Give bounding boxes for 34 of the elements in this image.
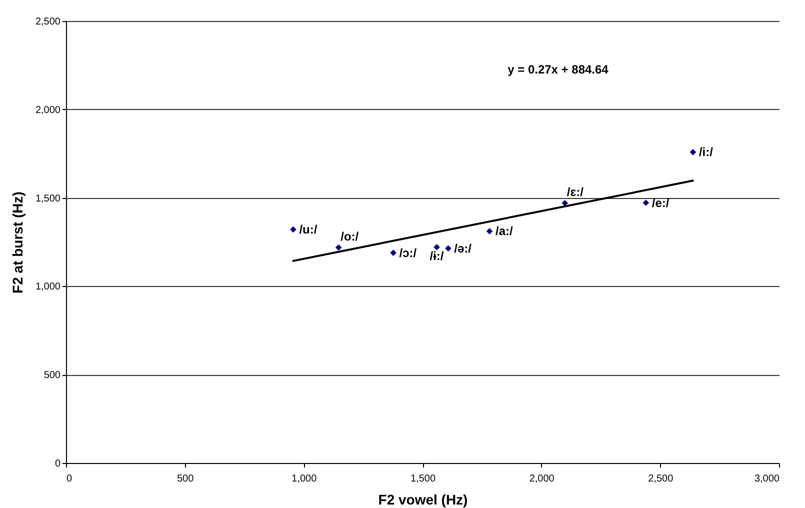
x-tick-label: 0 — [66, 474, 72, 484]
point — [290, 226, 296, 233]
y-tick-label: 500 — [44, 370, 61, 382]
annotation: /ɛ:/ — [566, 185, 584, 200]
annotation: /a:/ — [496, 224, 514, 238]
point — [642, 200, 650, 206]
x-tick-label: 500 — [176, 474, 194, 484]
annotation: /o:/ — [340, 229, 360, 244]
y-axis-title: F2 at burst (Hz) — [9, 192, 26, 294]
point — [486, 228, 493, 234]
point — [335, 244, 342, 251]
y-tick-label: 1,000 — [35, 282, 61, 293]
annotation: y = 0.27x + 884.64 — [508, 62, 609, 77]
point — [690, 149, 696, 156]
y-tick-label: 2,500 — [35, 16, 61, 28]
y-tick-label: 1,500 — [35, 193, 61, 204]
x-axis-title: F2 vowel (Hz) — [378, 492, 468, 508]
x-tick-label: 2,000 — [529, 474, 555, 484]
x-tick-label: 2,500 — [648, 474, 674, 484]
point — [445, 245, 452, 252]
x-tick-label: 3,000 — [754, 474, 780, 484]
point — [562, 200, 568, 206]
annotation: /e:/ — [652, 196, 670, 210]
annotation: /u:/ — [299, 222, 318, 236]
annotation: /ə:/ — [454, 241, 472, 256]
y-tick-label: 2,000 — [35, 104, 61, 116]
annotation: /i:/ — [698, 145, 714, 160]
point — [434, 244, 440, 250]
point — [390, 250, 396, 256]
y-tick-label: 0 — [54, 458, 61, 470]
annotation: /ɔ:/ — [399, 246, 418, 260]
annotation: /ɨ:/ — [430, 249, 444, 264]
x-tick-label: 1,500 — [410, 474, 436, 484]
x-tick-label: 1,000 — [292, 474, 318, 484]
